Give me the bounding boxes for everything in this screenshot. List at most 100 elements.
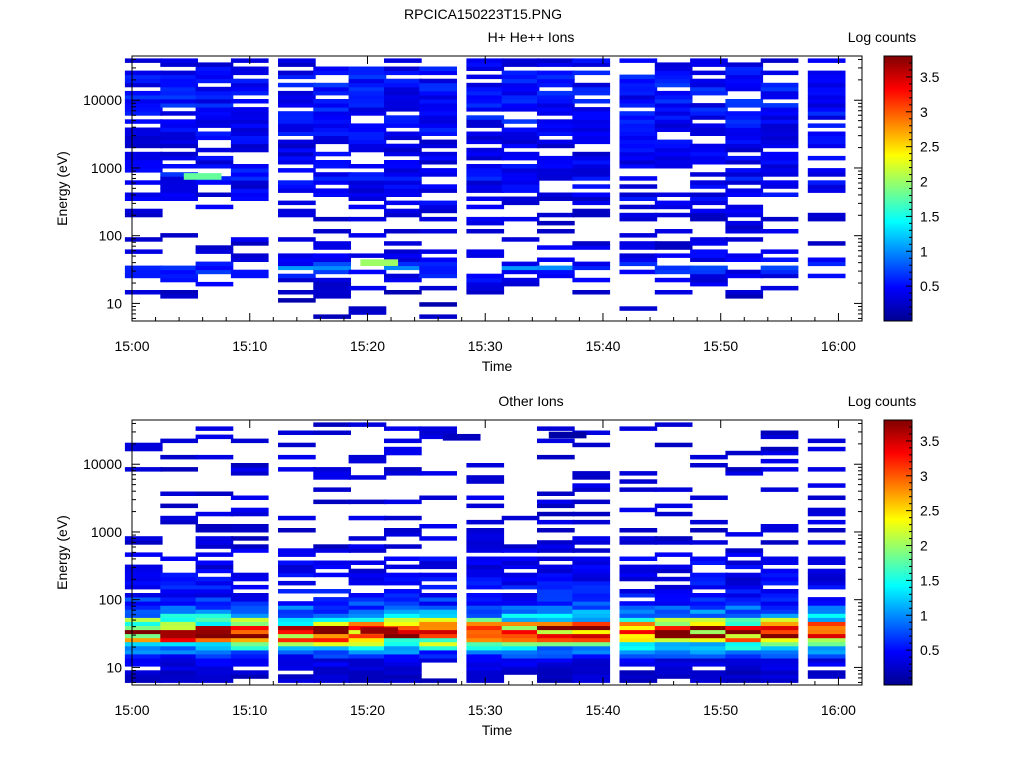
heatmap-cell <box>760 487 799 492</box>
heatmap-cell <box>313 487 351 492</box>
heatmap-cell <box>807 103 846 108</box>
heatmap-cell <box>313 257 351 262</box>
heatmap-cell <box>466 605 505 610</box>
heatmap-cell <box>572 115 611 120</box>
heatmap-cell <box>807 597 846 602</box>
heatmap-cell <box>619 241 658 246</box>
heatmap-cell <box>537 637 575 643</box>
heatmap-cell <box>572 540 611 545</box>
heatmap-cell <box>230 548 269 553</box>
heatmap-cell <box>419 434 457 440</box>
heatmap-cell <box>807 216 846 222</box>
heatmap-cell <box>348 548 387 553</box>
heatmap-cell <box>537 633 575 639</box>
heatmap-cell <box>160 589 198 594</box>
heatmap-cell <box>690 208 728 214</box>
heatmap-cell <box>572 601 611 606</box>
heatmap-cell <box>195 544 234 549</box>
heatmap-cell <box>572 511 611 517</box>
heatmap-cell <box>654 115 693 120</box>
heatmap-cell <box>654 241 693 246</box>
panel-1: 15:00 15:10 15:20 15:30 15:40 15:50 16:00Time1… <box>54 29 940 374</box>
heatmap-cell <box>313 277 351 283</box>
heatmap-cell <box>230 188 269 193</box>
heatmap-cell <box>348 536 387 541</box>
x-axis: 15:00 15:10 15:20 15:30 15:40 15:50 16:00 Time <box>114 56 863 374</box>
heatmap-cell <box>466 229 505 234</box>
heatmap-cell <box>230 273 269 279</box>
heatmap-cell <box>419 160 457 165</box>
colorbar-tick-label: 3.5 <box>920 433 940 449</box>
heatmap-cell <box>230 637 269 643</box>
heatmap-cell <box>230 241 269 246</box>
heatmap-cell <box>124 641 163 647</box>
heatmap-cell <box>195 245 234 250</box>
heatmap-cell <box>230 184 269 189</box>
heatmap-cell <box>690 200 728 206</box>
heatmap-cell <box>807 188 846 193</box>
heatmap-cell <box>313 107 351 112</box>
heatmap-cell <box>619 115 658 120</box>
heatmap-cell <box>690 670 728 675</box>
heatmap-cell <box>572 471 611 476</box>
heatmap-cell <box>313 127 351 132</box>
heatmap-cell <box>466 556 505 561</box>
heatmap-cell <box>384 641 422 647</box>
heatmap-cell <box>278 666 316 671</box>
heatmap-cell <box>690 107 728 112</box>
heatmap-cell <box>348 131 387 136</box>
heatmap-cell <box>654 103 693 108</box>
heatmap-cell <box>230 86 269 92</box>
heatmap-cell <box>572 666 611 671</box>
heatmap-cell <box>725 576 764 582</box>
heatmap-cell <box>348 94 387 100</box>
heatmap-cell <box>230 119 269 124</box>
heatmap-cell <box>230 164 269 169</box>
heatmap-cell <box>466 147 505 153</box>
heatmap-cell <box>384 176 422 181</box>
heatmap-cell <box>124 237 163 242</box>
heatmap-cell <box>384 135 422 141</box>
heatmap-cell <box>690 613 728 618</box>
heatmap-cell <box>501 564 540 570</box>
heatmap-cell <box>348 654 387 659</box>
heatmap-cell <box>230 576 269 582</box>
heatmap-cell <box>501 143 540 149</box>
heatmap-cell <box>501 548 540 553</box>
heatmap-cell <box>654 139 693 145</box>
heatmap-cell <box>160 78 198 84</box>
heatmap-cell <box>807 180 846 185</box>
heatmap-cell <box>230 511 269 517</box>
heatmap-cell <box>313 86 351 92</box>
heatmap-cell <box>466 463 505 468</box>
heatmap-cell <box>690 495 728 500</box>
heatmap-cell <box>384 670 422 675</box>
heatmap-cell <box>348 172 387 177</box>
heatmap-cell <box>690 678 728 683</box>
heatmap-cell <box>654 568 693 574</box>
heatmap-cell <box>619 621 658 626</box>
heatmap-cell <box>313 294 351 299</box>
heatmap-cell <box>807 584 846 590</box>
heatmap-cell <box>760 90 799 96</box>
heatmap-cell <box>725 678 764 683</box>
heatmap-cell <box>419 617 457 622</box>
heatmap-cell <box>466 654 505 659</box>
heatmap-cell <box>760 621 799 626</box>
heatmap-cell <box>313 613 351 618</box>
heatmap-cell <box>760 576 799 582</box>
heatmap-cell <box>348 188 387 193</box>
heatmap-cell <box>760 257 799 262</box>
heatmap-cell <box>501 70 540 76</box>
heatmap-cell <box>619 131 658 136</box>
heatmap-cell <box>230 172 269 177</box>
heatmap-cell <box>466 115 505 120</box>
heatmap-cell <box>348 576 387 582</box>
heatmap-cell <box>278 74 316 80</box>
heatmap-cell <box>760 670 799 675</box>
heatmap-cell <box>160 666 198 671</box>
heatmap-cell-highlight <box>360 627 399 634</box>
heatmap-cell <box>760 609 799 614</box>
heatmap-cell <box>501 277 540 283</box>
heatmap-cell <box>160 654 198 659</box>
